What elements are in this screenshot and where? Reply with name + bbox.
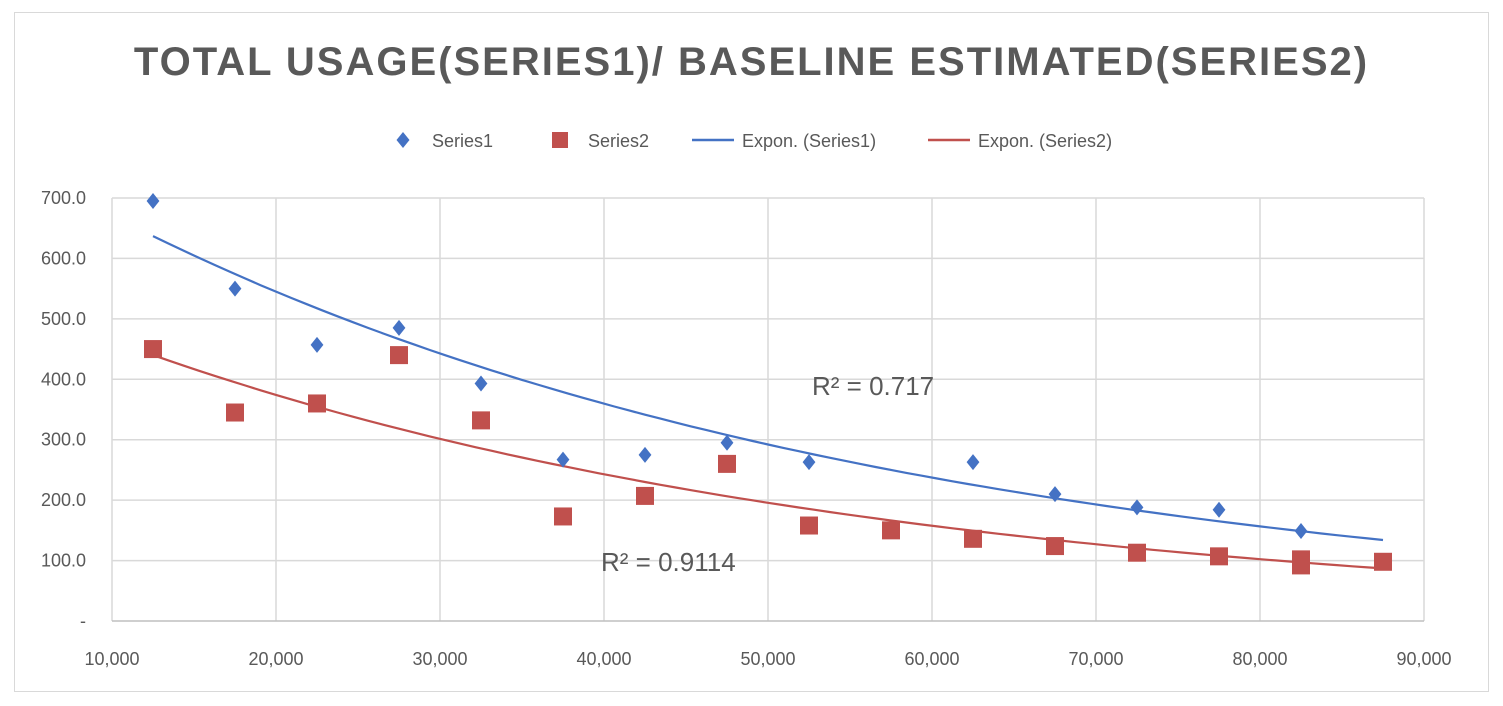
- x-tick-label: 10,000: [84, 649, 139, 669]
- y-tick-label: 200.0: [41, 490, 86, 510]
- chart-frame: [14, 12, 1489, 692]
- series1-point: [1294, 522, 1308, 539]
- series2-point: [308, 394, 326, 413]
- legend-label: Expon. (Series1): [742, 131, 876, 151]
- y-tick-label: -: [80, 611, 86, 631]
- series1-point: [392, 319, 406, 336]
- series2-point: [882, 521, 900, 540]
- legend-label: Series2: [588, 131, 649, 151]
- series2-point: [226, 403, 244, 422]
- trendline-expon-series2: [152, 354, 1384, 570]
- y-tick-label: 400.0: [41, 369, 86, 389]
- series2-point: [472, 411, 490, 430]
- series2-point: [636, 486, 654, 505]
- data-points: [144, 193, 1392, 575]
- series2-point: [964, 529, 982, 548]
- series1-point: [474, 375, 488, 392]
- r2-annotations: R² = 0.717 R² = 0.9114: [601, 371, 934, 577]
- grid-lines: [112, 197, 1425, 621]
- y-tick-label: 700.0: [41, 188, 86, 208]
- x-tick-label: 30,000: [412, 649, 467, 669]
- series2-point: [1128, 543, 1146, 562]
- r2-series2-label: R² = 0.9114: [601, 547, 736, 577]
- trendline-expon-series1: [152, 235, 1384, 542]
- series2-point: [800, 516, 818, 535]
- x-tick-label: 80,000: [1232, 649, 1287, 669]
- x-tick-label: 60,000: [904, 649, 959, 669]
- y-tick-label: 100.0: [41, 551, 86, 571]
- series1-point: [966, 454, 980, 471]
- r2-series1-label: R² = 0.717: [812, 371, 934, 401]
- series1-point: [228, 280, 242, 297]
- series1-point: [556, 451, 570, 468]
- legend: Series1 Series2 Expon. (Series1) Expon. (Se…: [396, 131, 1112, 151]
- y-tick-label: 300.0: [41, 430, 86, 450]
- series1-point: [720, 434, 734, 451]
- series1-point: [146, 193, 160, 210]
- x-tick-label: 20,000: [248, 649, 303, 669]
- tick-labels: - 100.0 200.0 300.0 400.0 500.0 600.0 700.0 10,0…: [41, 188, 1452, 669]
- series2-point: [144, 340, 162, 359]
- legend-series2-marker: [552, 132, 568, 148]
- series2-point: [390, 346, 408, 365]
- x-tick-label: 40,000: [576, 649, 631, 669]
- series1-point: [802, 454, 816, 471]
- chart-title: TOTAL USAGE(SERIES1)/ BASELINE ESTIMATED…: [133, 40, 1370, 84]
- legend-label: Expon. (Series2): [978, 131, 1112, 151]
- y-tick-label: 600.0: [41, 248, 86, 268]
- series2-point: [1374, 552, 1392, 571]
- series2-point: [554, 507, 572, 526]
- legend-label: Series1: [432, 131, 493, 151]
- series1-point: [638, 446, 652, 463]
- x-tick-label: 70,000: [1068, 649, 1123, 669]
- series1-point: [1212, 501, 1226, 518]
- series2-point: [718, 454, 736, 473]
- trendlines: [152, 235, 1384, 570]
- axes: [111, 198, 1424, 622]
- y-tick-label: 500.0: [41, 309, 86, 329]
- series2-point: [1210, 547, 1228, 566]
- series1-point: [1130, 499, 1144, 516]
- legend-series1-marker: [396, 132, 410, 148]
- series1-point: [310, 336, 324, 353]
- series2-point: [1292, 556, 1310, 575]
- series2-point: [1046, 537, 1064, 556]
- x-tick-label: 90,000: [1396, 649, 1451, 669]
- series1-point: [1048, 486, 1062, 503]
- x-tick-label: 50,000: [740, 649, 795, 669]
